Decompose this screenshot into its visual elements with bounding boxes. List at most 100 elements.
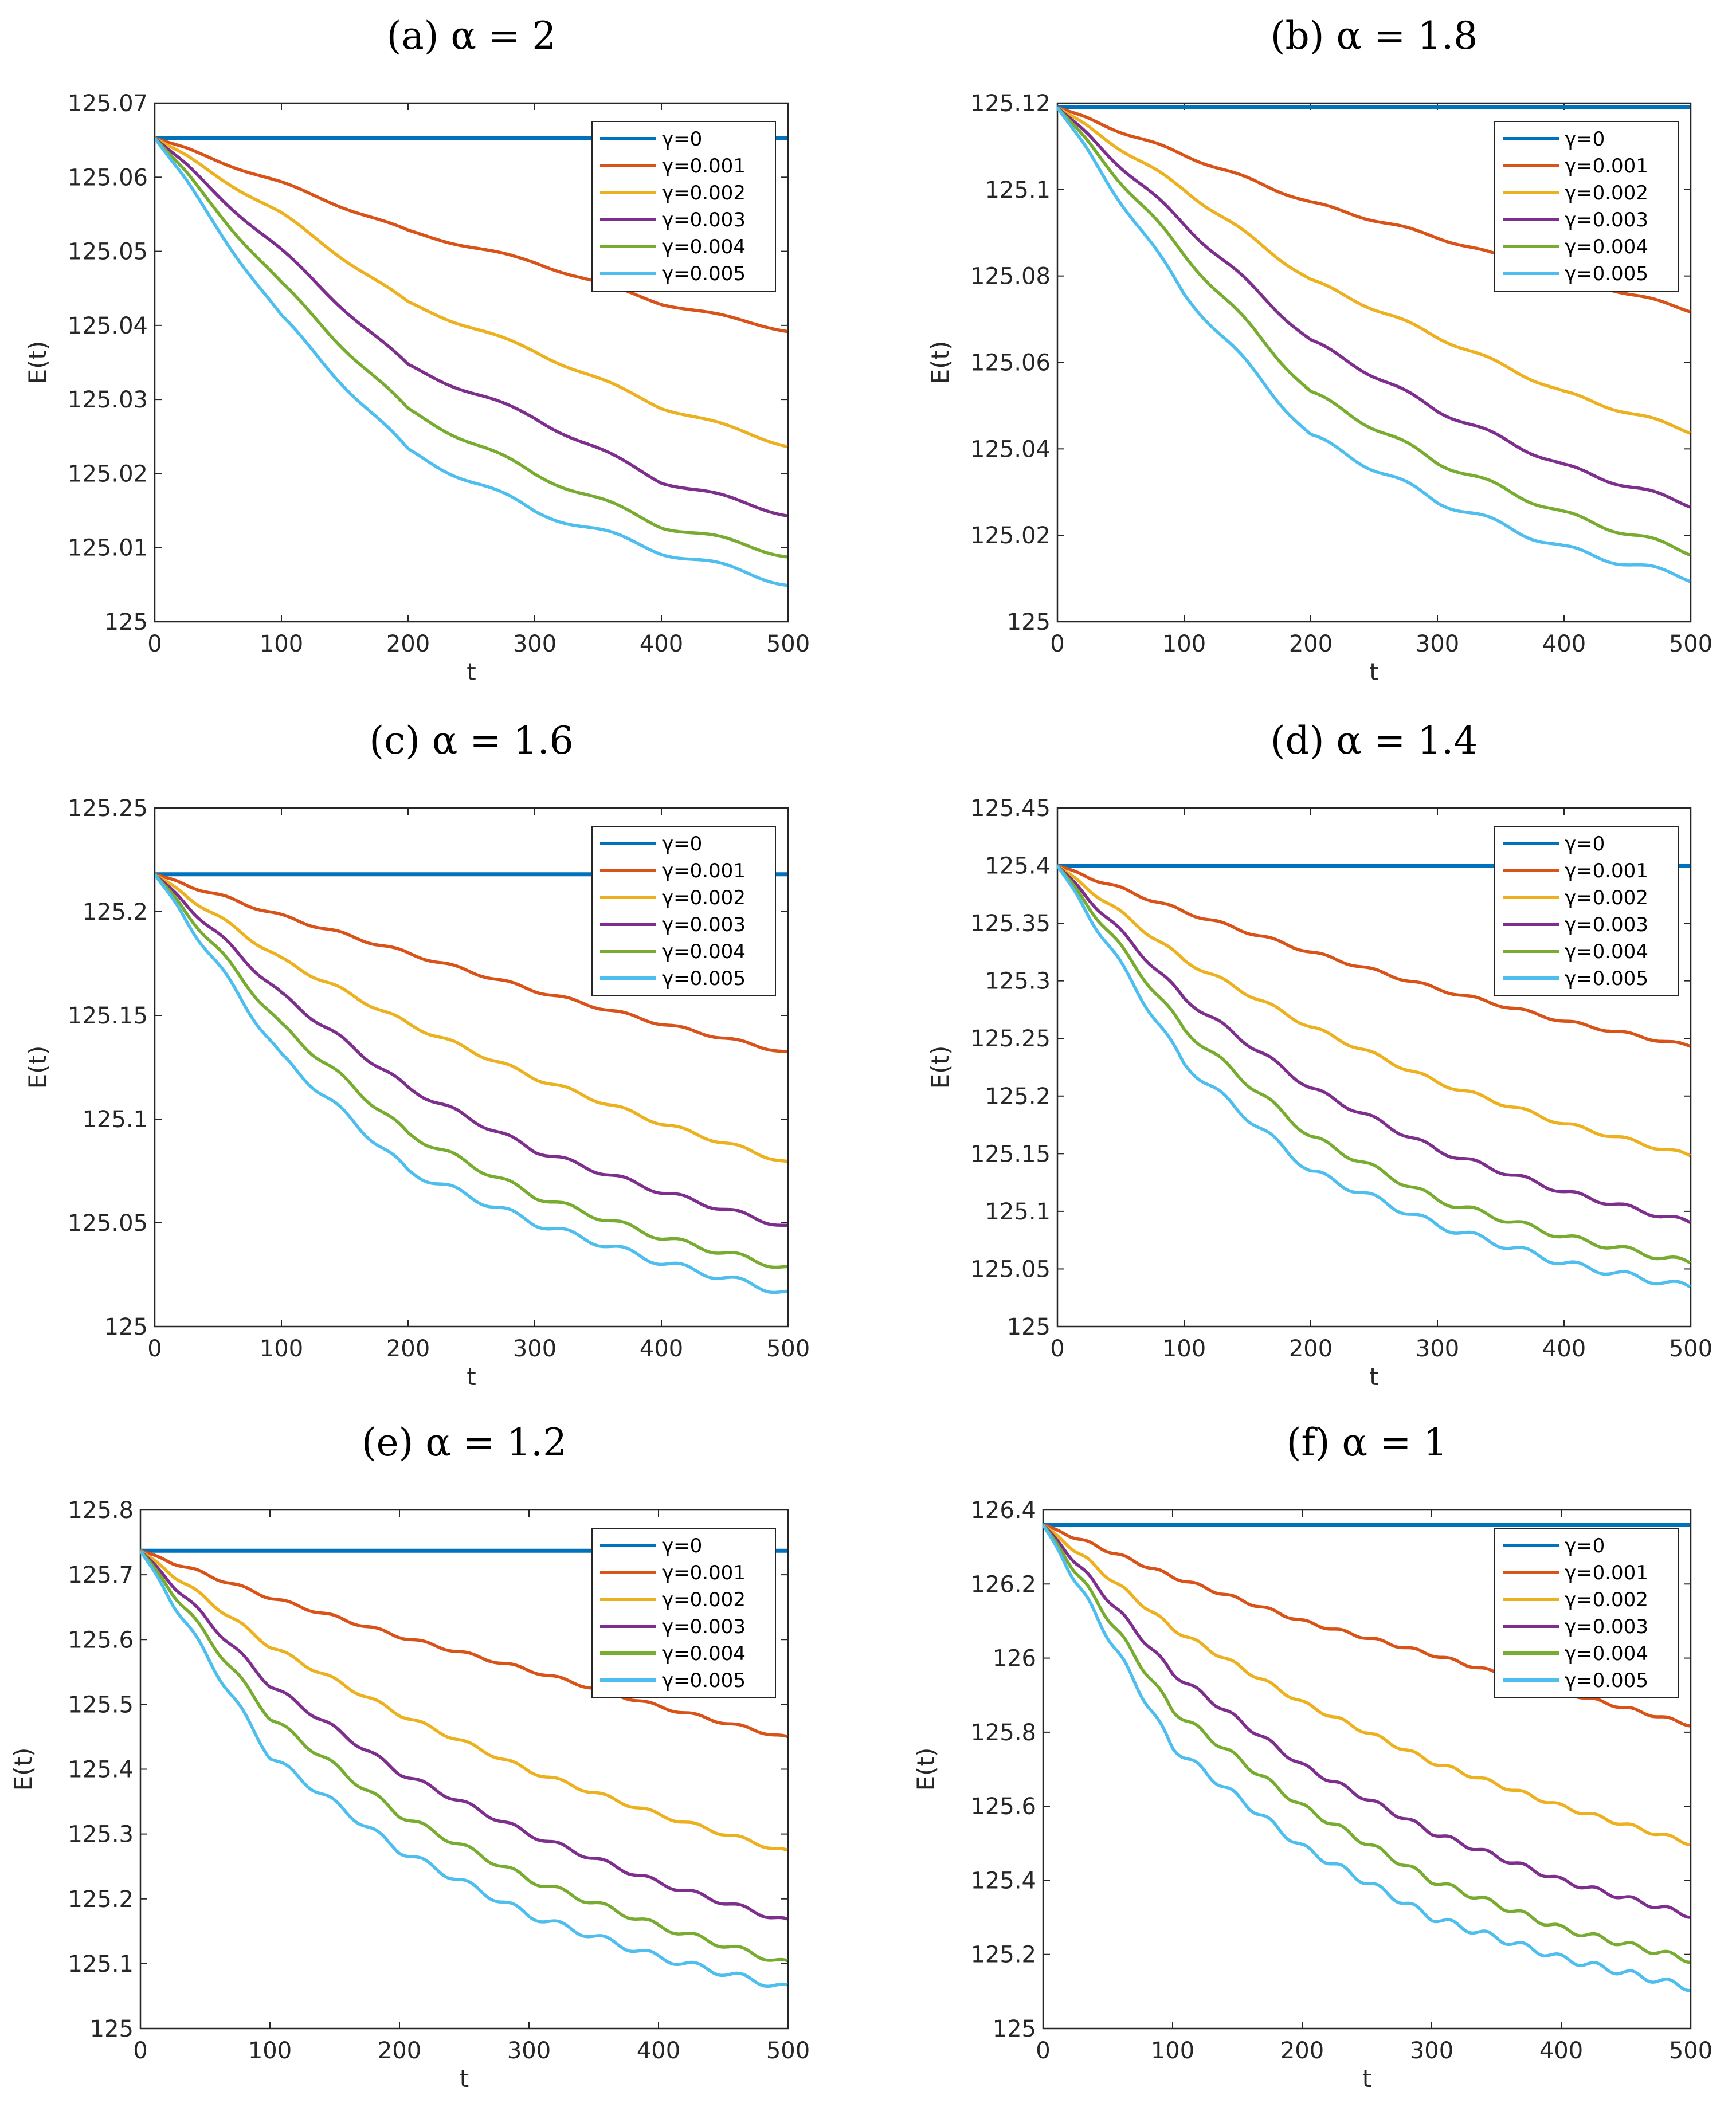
y-tick-label: 125.05 [68, 239, 148, 265]
y-tick-label: 125.12 [970, 91, 1051, 117]
legend-entry: γ=0.002 [1565, 886, 1648, 909]
x-tick-label: 400 [637, 2038, 680, 2064]
legend-box [1494, 121, 1679, 292]
chart-panel: (b) α = 1.8 125 125.02 125.04 125.06 125.08 12… [926, 14, 1713, 686]
legend-entry: γ=0.001 [1565, 155, 1648, 178]
x-tick-label: 200 [386, 1336, 430, 1362]
chart-title: (a) α = 2 [387, 14, 557, 58]
chart-title: (e) α = 1.2 [362, 1421, 567, 1465]
legend-entry: γ=0 [662, 1535, 702, 1557]
series-line [1057, 865, 1691, 1289]
series-line [1057, 106, 1691, 509]
x-tick-label: 300 [1410, 2038, 1453, 2064]
y-tick-label: 125.8 [68, 1497, 134, 1524]
legend-box [591, 826, 776, 996]
legend-entry: γ=0.002 [662, 1588, 746, 1611]
series-line [140, 1549, 788, 1963]
y-tick-label: 125 [104, 1314, 148, 1340]
y-tick-label: 125.2 [82, 899, 148, 925]
series-line [1043, 1524, 1690, 1964]
series-line [155, 136, 788, 449]
series-line [1057, 106, 1691, 583]
x-tick-label: 300 [513, 631, 557, 657]
x-tick-label: 100 [1151, 2038, 1194, 2064]
series-line [1057, 864, 1691, 1048]
legend-entry: γ=0.004 [1565, 236, 1648, 258]
legend-entry: γ=0.003 [1565, 1615, 1648, 1638]
series-line [155, 873, 787, 1227]
x-tick-label: 0 [147, 1336, 162, 1362]
y-tick-label: 125.45 [970, 795, 1051, 822]
y-axis-label: E(t) [23, 341, 52, 384]
y-tick-label: 125.08 [970, 264, 1051, 290]
chart-title: (c) α = 1.6 [369, 719, 573, 763]
x-axis-label: t [1362, 2065, 1371, 2093]
series-line [140, 1549, 788, 1738]
series-line [155, 873, 787, 1269]
x-axis-label: t [460, 2065, 469, 2093]
y-tick-label: 125 [104, 609, 148, 635]
x-tick-label: 0 [1036, 2038, 1050, 2064]
y-tick-label: 125.1 [82, 1107, 148, 1133]
legend-entry: γ=0.005 [1565, 262, 1648, 285]
series-line [1057, 106, 1691, 435]
series-line [1057, 864, 1691, 1158]
y-tick-label: 125.15 [68, 1003, 148, 1029]
y-tick-label: 125.4 [970, 1867, 1036, 1894]
series-line [1043, 1524, 1691, 1919]
chart-panel: (d) α = 1.4 125 125.05 125.1 125.15 125.2 125.… [926, 719, 1713, 1391]
legend-entry: γ=0.005 [662, 967, 746, 990]
y-tick-label: 125.6 [970, 1794, 1036, 1820]
y-tick-label: 125.3 [985, 968, 1051, 995]
y-tick-label: 126.2 [970, 1571, 1036, 1598]
legend-entry: γ=0.003 [1565, 209, 1648, 232]
chart-title: (b) α = 1.8 [1271, 14, 1478, 58]
chart-title: (f) α = 1 [1287, 1421, 1448, 1465]
series-line [140, 1549, 788, 1921]
legend-box [591, 121, 776, 292]
legend-entry: γ=0.002 [662, 886, 746, 909]
x-tick-label: 200 [386, 631, 430, 657]
chart-panel: (c) α = 1.6 125 125.05 125.1 125.15 125.2 125.… [23, 719, 810, 1391]
series-line [155, 136, 788, 334]
legend-entry: γ=0.001 [1565, 1561, 1648, 1584]
legend-entry: γ=0.004 [662, 940, 746, 963]
series-line [155, 873, 788, 1163]
y-tick-label: 125.25 [970, 1026, 1051, 1052]
x-tick-label: 400 [640, 631, 683, 657]
y-tick-label: 125.07 [68, 91, 148, 117]
x-tick-label: 100 [260, 631, 303, 657]
x-tick-label: 300 [1416, 1336, 1459, 1362]
y-tick-label: 125.8 [970, 1720, 1036, 1746]
legend-entry: γ=0.001 [662, 1561, 746, 1584]
y-tick-label: 125 [90, 2016, 134, 2042]
y-tick-label: 125.4 [68, 1757, 134, 1783]
legend-entry: γ=0.005 [1565, 1669, 1648, 1692]
y-axis-label: E(t) [23, 1046, 52, 1089]
series-line [1057, 864, 1691, 1224]
chart-panel: (a) α = 2 125 125.01 125.02 125.03 125.04 125.… [23, 14, 810, 686]
y-tick-label: 126.4 [970, 1497, 1036, 1524]
legend-entry: γ=0.003 [1565, 913, 1648, 936]
legend-entry: γ=0.003 [662, 913, 746, 936]
y-tick-label: 125.1 [68, 1951, 134, 1978]
x-tick-label: 0 [147, 631, 162, 657]
y-axis-label: E(t) [912, 1748, 940, 1791]
x-axis-label: t [467, 1363, 476, 1391]
y-tick-label: 125.01 [68, 535, 148, 562]
legend-entry: γ=0 [1565, 833, 1605, 856]
x-tick-label: 300 [513, 1336, 557, 1362]
x-tick-label: 0 [133, 2038, 147, 2064]
y-tick-label: 125.02 [68, 461, 148, 487]
x-tick-label: 100 [1162, 631, 1206, 657]
legend-box [1494, 826, 1679, 996]
y-tick-label: 125.3 [68, 1822, 134, 1848]
series-line [1043, 1524, 1690, 1992]
legend-box [1494, 1528, 1679, 1698]
x-tick-label: 500 [1669, 631, 1713, 657]
x-tick-label: 500 [1669, 2038, 1713, 2064]
x-tick-label: 100 [1162, 1336, 1206, 1362]
legend-entry: γ=0.005 [662, 262, 746, 285]
chart-panel: (e) α = 1.2 125 125.1 125.2 125.3 125.4 125.5 1… [9, 1421, 810, 2093]
series-line [155, 136, 788, 517]
